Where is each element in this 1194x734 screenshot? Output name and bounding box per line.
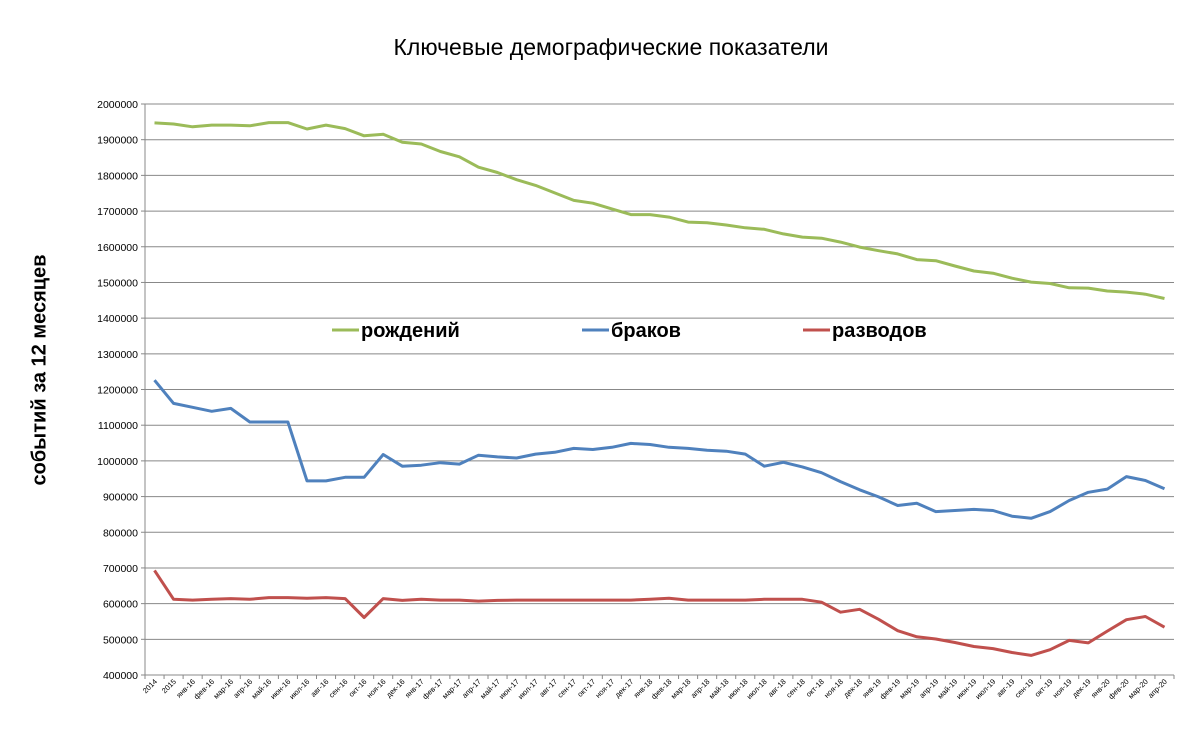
- y-tick-label: 900000: [103, 492, 138, 504]
- y-tick-label: 1900000: [97, 135, 138, 147]
- x-tick-label: фев-16: [192, 677, 216, 701]
- y-tick-label: 500000: [103, 634, 138, 646]
- x-tick-label: июл-17: [516, 677, 540, 701]
- x-tick-label: ноя-16: [365, 677, 388, 700]
- x-tick-label: мар-18: [669, 677, 693, 701]
- x-tick-label: авг-19: [995, 677, 1017, 699]
- x-tick-label: авг-16: [309, 677, 331, 699]
- x-tick-label: дек-18: [842, 677, 864, 699]
- y-tick-label: 2000000: [97, 99, 138, 111]
- x-tick-label: ноя-19: [1051, 677, 1074, 700]
- legend: рождений браков разводов: [332, 320, 927, 342]
- x-tick-label: сен-16: [327, 677, 350, 700]
- legend-label: рождений: [361, 320, 460, 342]
- y-tick-label: 1100000: [98, 420, 138, 432]
- x-tick-label: фев-18: [649, 677, 673, 701]
- y-tick-label: 1300000: [97, 349, 138, 361]
- x-tick-label: сен-17: [556, 677, 579, 700]
- x-axis-ticks: 2014 2015янв-16фев-16мар-16апр-16май-16ию…: [141, 675, 1175, 701]
- x-tick-label: 2014: [141, 677, 159, 695]
- y-tick-label: 1200000: [97, 385, 138, 397]
- x-tick-label: фев-20: [1107, 677, 1131, 701]
- legend-label: разводов: [832, 320, 927, 342]
- y-tick-label: 1000000: [97, 456, 138, 468]
- y-axis-ticks: 400000 500000 600000 700000 800000 900000 1000…: [97, 99, 145, 682]
- series-line: [153, 569, 1166, 657]
- x-tick-label: авг-18: [766, 677, 788, 699]
- x-tick-label: апр-20: [1146, 677, 1169, 700]
- chart-title: Ключевые демографические показатели: [393, 34, 829, 60]
- y-tick-label: 400000: [103, 670, 138, 682]
- x-tick-label: июл-16: [287, 677, 311, 701]
- y-tick-label: 1500000: [97, 277, 138, 289]
- x-tick-label: дек-16: [384, 677, 406, 699]
- x-tick-label: ноя-18: [822, 677, 845, 700]
- x-tick-label: мар-19: [898, 677, 922, 701]
- y-tick-label: 1700000: [97, 206, 138, 218]
- x-tick-label: июн-16: [268, 677, 292, 701]
- y-tick-label: 1800000: [97, 170, 138, 182]
- x-tick-label: мар-17: [440, 677, 464, 701]
- x-tick-label: фев-19: [878, 677, 902, 701]
- x-tick-label: июн-19: [954, 677, 978, 701]
- series-line: [153, 379, 1166, 520]
- series-line: [154, 121, 1165, 300]
- x-tick-label: мар-20: [1126, 677, 1150, 701]
- x-tick-label: июл-19: [973, 677, 997, 701]
- x-tick-label: авг-17: [537, 677, 559, 699]
- x-tick-label: июл-18: [745, 677, 769, 701]
- x-tick-label: сен-18: [784, 677, 807, 700]
- x-tick-label: окт-19: [1033, 677, 1055, 699]
- y-tick-label: 1400000: [97, 313, 138, 325]
- x-tick-label: окт-17: [575, 677, 597, 699]
- x-tick-label: фев-17: [421, 677, 445, 701]
- y-tick-label: 600000: [103, 599, 138, 611]
- x-tick-label: ноя-17: [593, 677, 616, 700]
- y-tick-label: 800000: [103, 527, 138, 539]
- legend-label: браков: [611, 320, 681, 342]
- series-lines: [153, 121, 1166, 657]
- x-tick-label: мар-16: [212, 677, 236, 701]
- y-tick-label: 700000: [103, 563, 138, 575]
- x-tick-label: дек-19: [1070, 677, 1092, 699]
- x-tick-label: июн-18: [726, 677, 750, 701]
- y-tick-label: 1600000: [97, 242, 138, 254]
- x-tick-label: сен-19: [1013, 677, 1036, 700]
- x-tick-label: окт-16: [347, 677, 369, 699]
- gridlines: [145, 103, 1174, 676]
- x-tick-label: дек-17: [613, 677, 635, 699]
- x-tick-label: окт-18: [804, 677, 826, 699]
